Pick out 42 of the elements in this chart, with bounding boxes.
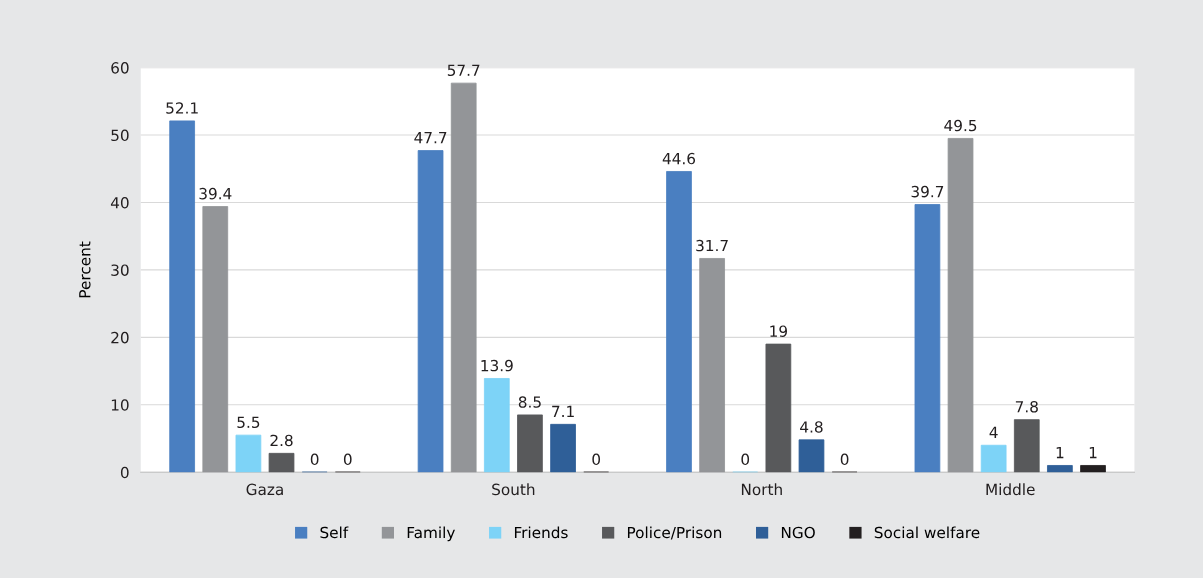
y-axis-title: Percent [79, 241, 91, 298]
data-label: 49.5 [944, 119, 977, 132]
x-tick-label: Gaza [246, 483, 283, 496]
data-label: 5.5 [237, 416, 260, 429]
data-label: 7.1 [552, 405, 574, 417]
legend-label: Self [320, 526, 349, 539]
y-tick-label: 60 [111, 62, 129, 74]
legend-label: Family [407, 526, 455, 542]
data-label: 0 [741, 453, 750, 466]
data-label: 4.8 [800, 421, 823, 433]
y-tick-label: 40 [110, 196, 129, 209]
data-label: 39.4 [199, 187, 232, 200]
y-tick-label: 30 [111, 264, 129, 276]
data-label: 0 [310, 453, 319, 466]
data-label: 4 [989, 426, 998, 438]
data-label: 0 [592, 453, 601, 466]
y-tick-label: 0 [120, 466, 129, 479]
data-label: 13.9 [481, 359, 513, 372]
y-tick-label: 20 [111, 331, 129, 344]
data-label: 47.7 [414, 132, 447, 144]
data-label: 52.1 [166, 102, 198, 114]
x-tick-label: North [741, 483, 782, 496]
legend-label: Social welfare [874, 526, 980, 539]
data-label: 44.6 [662, 152, 696, 165]
y-tick-label: 10 [111, 399, 129, 411]
data-label: 19 [770, 325, 788, 337]
data-label: 8.5 [518, 396, 541, 408]
data-label: 7.8 [1015, 400, 1038, 413]
legend-label: Friends [514, 526, 568, 539]
legend-label: Police/Prison [627, 526, 722, 540]
data-label: 57.7 [447, 64, 480, 77]
data-label: 2.8 [270, 434, 293, 447]
data-label: 0 [343, 453, 352, 466]
x-tick-label: Middle [986, 483, 1035, 496]
y-tick-label: 50 [111, 129, 129, 142]
data-label: 1 [1089, 447, 1097, 459]
data-label: 31.7 [696, 239, 728, 252]
legend-label: NGO [781, 526, 815, 539]
x-tick-label: South [492, 483, 535, 496]
data-label: 0 [840, 453, 849, 466]
data-label: 1 [1056, 447, 1064, 459]
data-label: 39.7 [911, 185, 944, 198]
